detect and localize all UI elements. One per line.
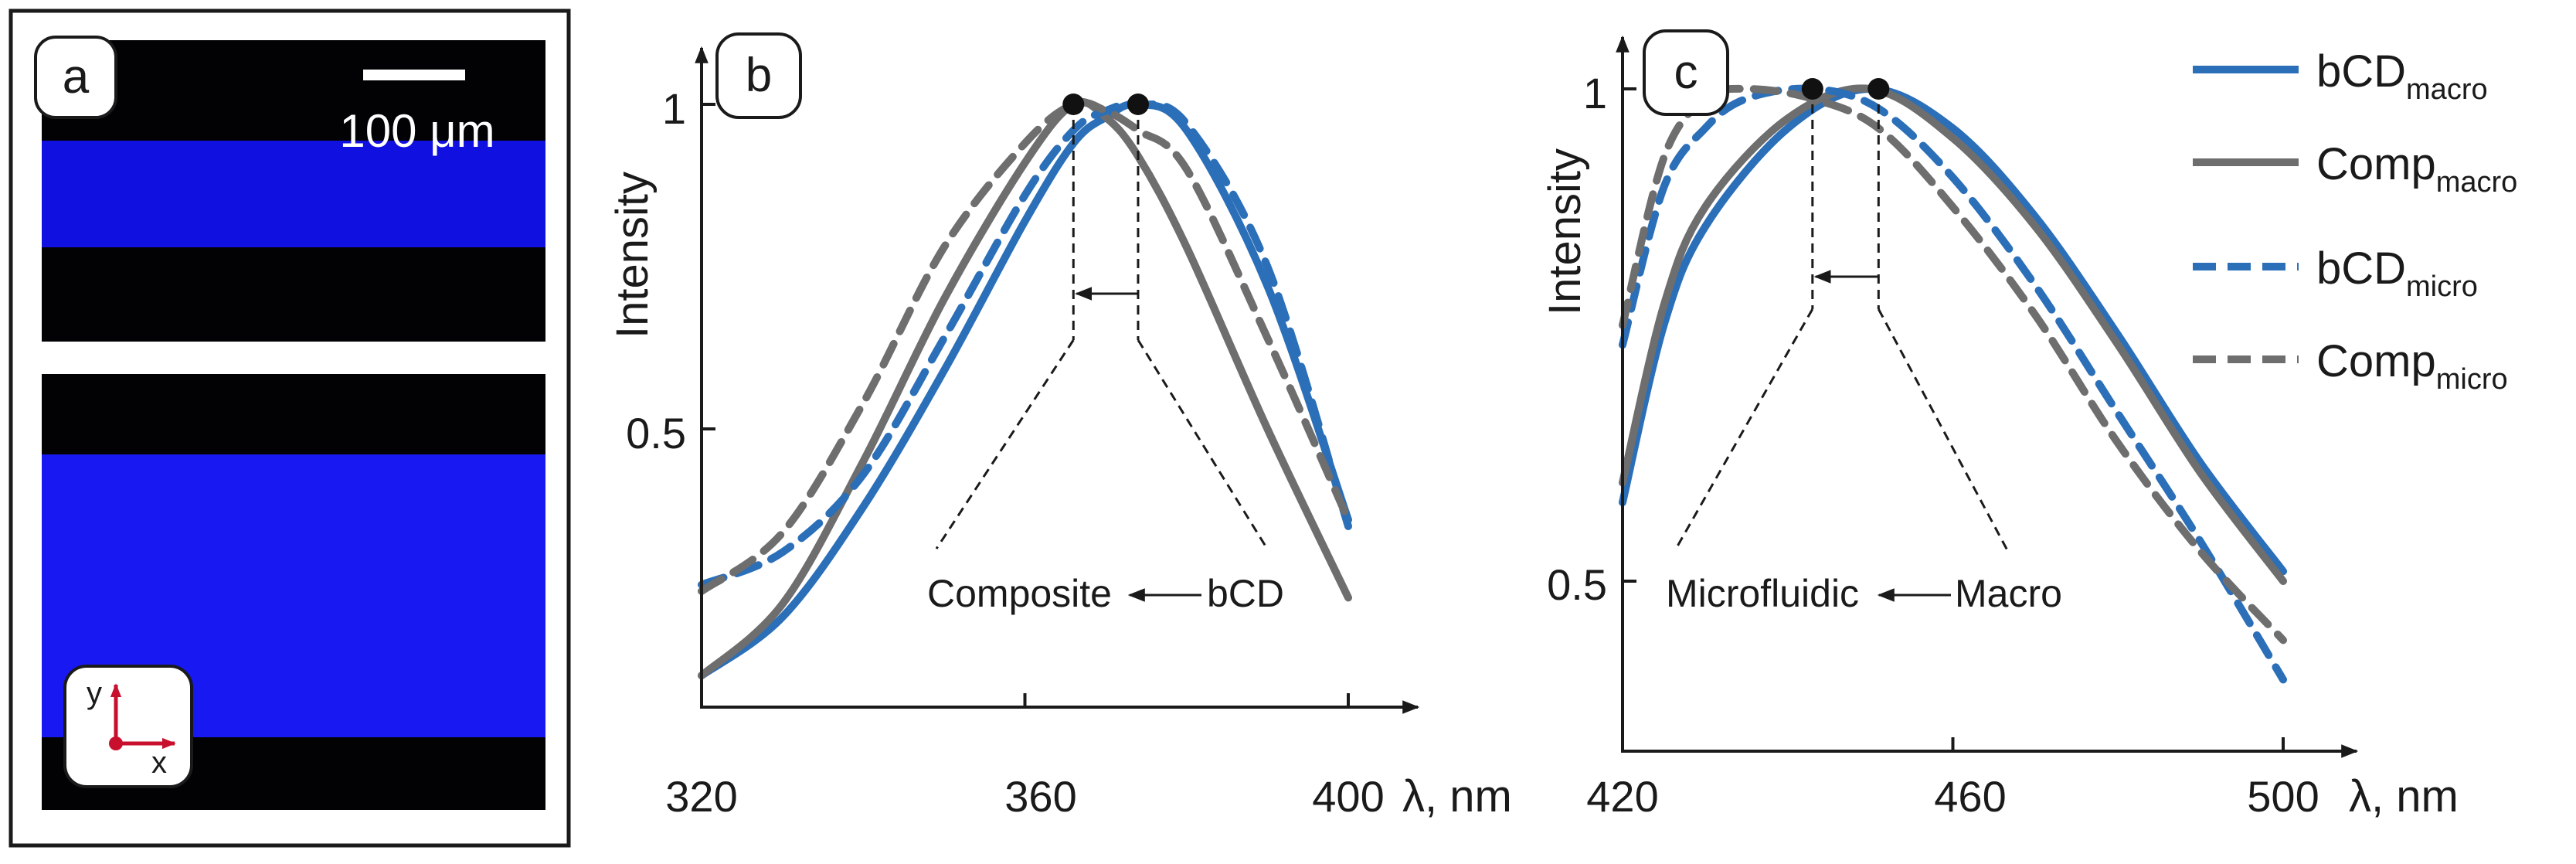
series-line-comp-macro bbox=[1619, 84, 2287, 585]
peak-marker-right bbox=[1867, 78, 1890, 100]
legend: bCDmacro Compmacro bCDmicro Compmicro bbox=[2193, 46, 2517, 396]
legend-label-sub: micro bbox=[2436, 363, 2508, 396]
axis-label-y: y bbox=[87, 676, 102, 710]
axis-origin-dot bbox=[109, 736, 123, 750]
panel-a-letter: a bbox=[63, 50, 90, 104]
legend-label: Compmacro bbox=[2316, 139, 2517, 199]
peak-marker-right bbox=[1127, 94, 1149, 115]
chart-b-xtick-label: 400 bbox=[1312, 772, 1384, 821]
legend-label-sub: macro bbox=[2406, 73, 2488, 106]
chart-b-annot-right: bCD bbox=[1207, 572, 1284, 615]
scale-bar bbox=[363, 70, 465, 80]
chart-c-ytick-label: 0.5 bbox=[1547, 560, 1607, 609]
peak-guide-diag-right bbox=[1877, 308, 2009, 551]
chart-b-ytick-label: 0.5 bbox=[626, 409, 686, 458]
panel-b-letter-box bbox=[715, 32, 802, 119]
chart-c-annot-left: Microfluidic bbox=[1666, 572, 1859, 615]
peak-guide-diag-left bbox=[1674, 308, 1814, 551]
chart-c-x-label: λ, nm bbox=[2349, 771, 2459, 821]
peak-marker-left bbox=[1062, 94, 1085, 115]
series-line-bcd-macro bbox=[698, 100, 1352, 680]
chart-c-xtick-label: 420 bbox=[1586, 772, 1658, 821]
chart-c-annot-right: Macro bbox=[1955, 572, 2062, 615]
chart-c-ytick-label: 1 bbox=[1583, 69, 1607, 117]
chart-b-xtick-label: 320 bbox=[665, 772, 737, 821]
legend-item: bCDmicro bbox=[2193, 243, 2478, 303]
panel-c-letter: c bbox=[1674, 46, 1698, 99]
chart-c-xtick-label: 460 bbox=[1934, 772, 2006, 821]
axes-inset-box bbox=[63, 665, 193, 788]
legend-label-base: bCD bbox=[2316, 243, 2406, 294]
peak-guide-diag-right bbox=[1137, 339, 1269, 549]
macro-channel-band bbox=[42, 141, 545, 247]
chart-b-ytick-label: 1 bbox=[662, 84, 686, 133]
chart-b-xtick-label: 360 bbox=[1004, 772, 1076, 821]
legend-item: Compmacro bbox=[2193, 139, 2517, 199]
series-line-bcd-micro bbox=[1619, 84, 2287, 684]
series-line-comp-micro bbox=[1619, 84, 2287, 645]
legend-item: Compmicro bbox=[2193, 336, 2508, 396]
panel-a-letter-box bbox=[34, 36, 117, 119]
chart-c-ticks bbox=[1621, 87, 2285, 751]
legend-item: bCDmacro bbox=[2193, 46, 2488, 106]
chart-c-xtick-label: 500 bbox=[2247, 772, 2319, 821]
chart-c-y-label: Intensity bbox=[1540, 148, 1590, 315]
scale-bar-label: 100 μm bbox=[339, 105, 494, 157]
legend-label: bCDmacro bbox=[2316, 46, 2488, 106]
legend-label: bCDmicro bbox=[2316, 243, 2478, 303]
series-line-bcd-macro bbox=[1619, 84, 2287, 576]
chart-c-series bbox=[1619, 84, 2287, 684]
peak-marker-left bbox=[1801, 78, 1823, 100]
panel-a: 100 μm a y x bbox=[8, 9, 571, 848]
panel-c-letter-box bbox=[1643, 29, 1729, 116]
legend-label: Compmicro bbox=[2316, 336, 2508, 396]
series-line-bcd-micro bbox=[698, 100, 1352, 589]
panel-b: 0.5 1 320 360 400 λ, nm Intensity b Comp… bbox=[607, 32, 1512, 821]
legend-label-base: bCD bbox=[2316, 46, 2406, 97]
panel-c: 0.5 1 420 460 500 λ, nm Intensity c Micr… bbox=[1540, 29, 2459, 821]
chart-b-annot-left: Composite bbox=[927, 572, 1112, 615]
chart-b-y-label: Intensity bbox=[607, 172, 658, 338]
legend-label-base: Comp bbox=[2316, 336, 2436, 386]
chart-b-annotation: Composite bCD bbox=[927, 94, 1284, 615]
series-line-comp-micro bbox=[698, 98, 1352, 595]
panel-b-letter: b bbox=[746, 49, 772, 102]
peak-guide-diag-left bbox=[935, 339, 1075, 549]
axis-label-x: x bbox=[151, 746, 167, 780]
chart-c-annotation: Microfluidic Macro bbox=[1666, 78, 2062, 615]
legend-label-sub: macro bbox=[2436, 166, 2518, 199]
legend-label-sub: micro bbox=[2406, 270, 2478, 303]
chart-b-x-label: λ, nm bbox=[1402, 771, 1512, 821]
legend-label-base: Comp bbox=[2316, 139, 2436, 189]
chart-b-ticks bbox=[700, 103, 1350, 707]
